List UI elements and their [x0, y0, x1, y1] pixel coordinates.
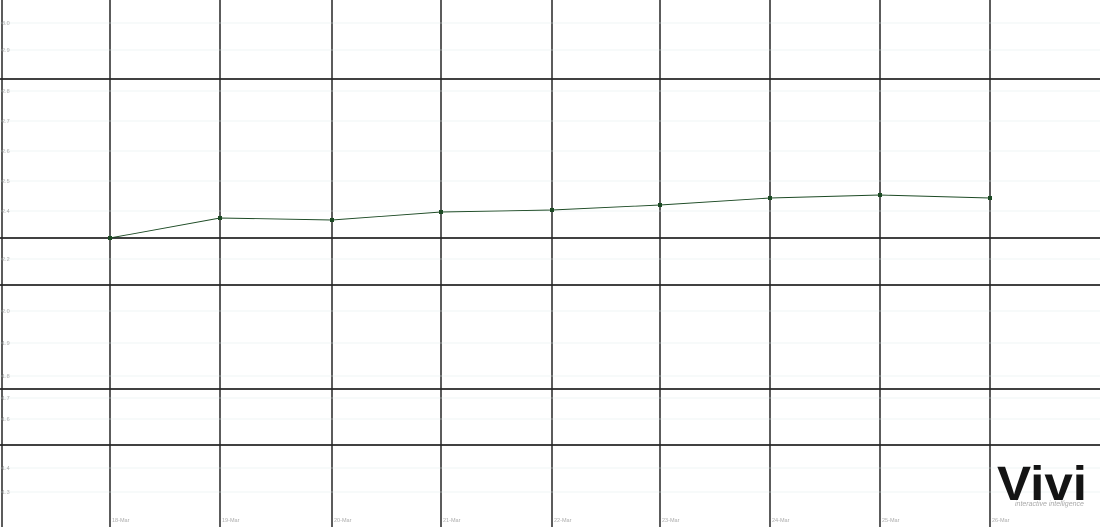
svg-text:2.9: 2.9: [2, 48, 10, 54]
svg-text:26-Mar: 26-Mar: [992, 518, 1010, 524]
svg-text:2.5: 2.5: [2, 179, 10, 185]
svg-text:2.8: 2.8: [2, 89, 10, 95]
svg-text:24-Mar: 24-Mar: [772, 518, 790, 524]
svg-text:interactive intelligence: interactive intelligence: [1015, 501, 1084, 508]
svg-text:1.4: 1.4: [2, 466, 10, 472]
svg-text:22-Mar: 22-Mar: [554, 518, 572, 524]
svg-text:20-Mar: 20-Mar: [334, 518, 352, 524]
svg-text:25-Mar: 25-Mar: [882, 518, 900, 524]
svg-text:19-Mar: 19-Mar: [222, 518, 240, 524]
svg-text:1.9: 1.9: [2, 341, 10, 347]
svg-text:2.2: 2.2: [2, 257, 10, 263]
svg-text:1.8: 1.8: [2, 374, 10, 380]
svg-text:2.7: 2.7: [2, 119, 10, 125]
svg-text:1.6: 1.6: [2, 417, 10, 423]
svg-text:2.0: 2.0: [2, 309, 10, 315]
svg-text:1.3: 1.3: [2, 490, 10, 496]
svg-text:23-Mar: 23-Mar: [662, 518, 680, 524]
svg-text:3.0: 3.0: [2, 21, 10, 27]
svg-text:21-Mar: 21-Mar: [443, 518, 461, 524]
svg-text:2.6: 2.6: [2, 149, 10, 155]
svg-text:1.7: 1.7: [2, 396, 10, 402]
svg-text:18-Mar: 18-Mar: [112, 518, 130, 524]
svg-text:2.4: 2.4: [2, 209, 10, 215]
